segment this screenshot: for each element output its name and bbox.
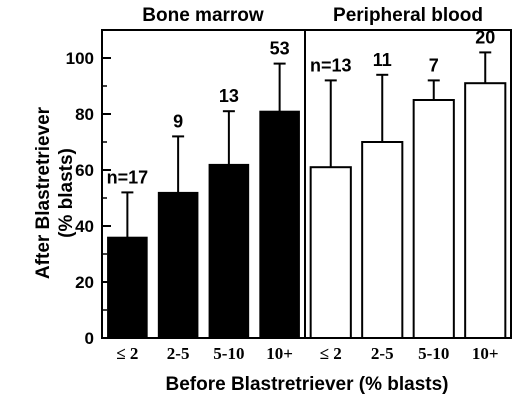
n-label: n=17 [107, 167, 149, 187]
x-tick-label: 10+ [266, 344, 293, 363]
x-tick-label: ≤ 2 [116, 344, 138, 363]
y-tick-label: 60 [75, 161, 94, 180]
x-tick-label: ≤ 2 [320, 344, 342, 363]
bar-bone-marrow-3 [259, 110, 300, 339]
y-tick-label: 40 [75, 217, 94, 236]
n-label: 9 [173, 111, 183, 131]
bar-bone-marrow-1 [157, 191, 199, 339]
bar-bone-marrow-2 [208, 163, 250, 339]
y-tick-label: 100 [66, 49, 94, 68]
x-tick-label: 10+ [472, 344, 499, 363]
plot-frame [101, 29, 512, 339]
bar-peripheral-blood-1 [361, 141, 404, 339]
y-tick-label: 20 [75, 273, 94, 292]
y-axis-label-line1: After Blastretriever [33, 106, 54, 279]
x-tick-label: 2-5 [167, 344, 190, 363]
panel-title-bone-marrow: Bone marrow [142, 5, 264, 26]
x-axis-label: Before Blastretriever (% blasts) [166, 374, 449, 395]
y-tick-label: 80 [75, 105, 94, 124]
bar-peripheral-blood-3 [464, 82, 507, 339]
panel-title-peripheral-blood: Peripheral blood [333, 5, 483, 26]
x-tick-label: 5-10 [213, 344, 244, 363]
n-label: 7 [429, 55, 439, 75]
bar-peripheral-blood-2 [412, 99, 455, 339]
y-axis-label: After Blastretriever (% blasts) [33, 106, 77, 279]
y-tick-label: 0 [85, 329, 94, 348]
x-tick-label: 5-10 [418, 344, 449, 363]
n-label: 20 [475, 27, 495, 47]
n-label: 13 [219, 86, 239, 106]
n-label: 11 [373, 50, 392, 70]
bar-peripheral-blood-0 [309, 166, 352, 339]
y-axis-label-line2: (% blasts) [56, 148, 77, 238]
x-tick-label: 2-5 [371, 344, 394, 363]
bar-bone-marrow-0 [107, 236, 148, 339]
n-label: n=13 [310, 55, 352, 75]
n-label: 53 [270, 39, 290, 59]
